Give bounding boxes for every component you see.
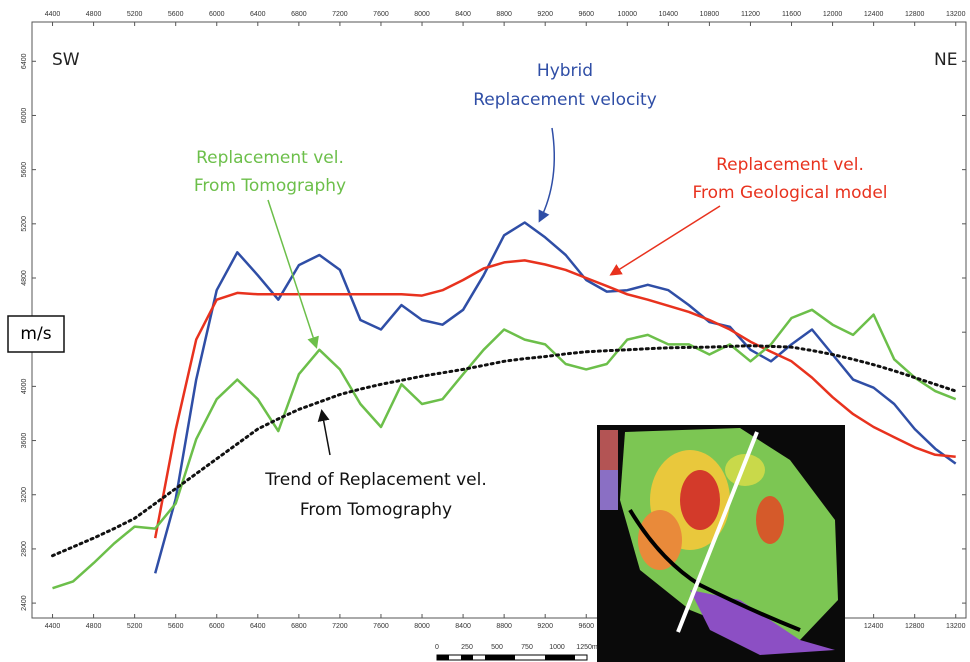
x-tick-label: 4800 xyxy=(86,623,102,630)
x-tick-label: 11200 xyxy=(741,11,760,18)
x-tick-label: 6400 xyxy=(250,623,266,630)
scale-label: 750 xyxy=(521,644,533,651)
arrow xyxy=(612,206,720,274)
annotation: Replacement vel. xyxy=(196,148,344,168)
chart: 4400 4400 4800 4800 5200 5200 5600 5600 6000 6000… xyxy=(0,0,970,662)
x-tick-label: 6000 xyxy=(209,11,225,18)
x-tick-label: 9600 xyxy=(578,11,594,18)
scale-label: 250 xyxy=(461,644,473,651)
x-tick-label: 6800 xyxy=(291,623,307,630)
x-tick-label: 7600 xyxy=(373,623,389,630)
y-axis-label: m/s xyxy=(20,324,51,344)
annotation: Replacement vel. xyxy=(716,155,864,175)
x-tick-label: 10400 xyxy=(659,11,679,18)
x-tick-label: 13200 xyxy=(946,11,966,18)
annotation: NE xyxy=(934,50,957,70)
x-tick-label: 12800 xyxy=(905,623,925,630)
x-tick-label: 5600 xyxy=(168,11,184,18)
x-tick-label: 12800 xyxy=(905,11,925,18)
y-tick-label: 5200 xyxy=(21,216,28,232)
y-tick-label: 6000 xyxy=(21,108,28,124)
x-tick-label: 8000 xyxy=(414,11,430,18)
y-tick-label: 4800 xyxy=(21,270,28,286)
annotation: SW xyxy=(52,50,80,70)
x-tick-label: 6800 xyxy=(291,11,307,18)
annotation: Replacement velocity xyxy=(473,90,657,110)
x-tick-label: 9600 xyxy=(578,623,594,630)
x-tick-label: 6000 xyxy=(209,623,225,630)
annotation: From Geological model xyxy=(692,183,887,203)
annotation: From Tomography xyxy=(194,176,346,196)
x-tick-label: 7200 xyxy=(332,623,348,630)
x-tick-label: 6400 xyxy=(250,11,266,18)
y-tick-label: 5600 xyxy=(21,162,28,178)
x-tick-label: 4400 xyxy=(45,623,61,630)
y-tick-label: 4000 xyxy=(21,378,28,394)
x-tick-label: 10800 xyxy=(700,11,720,18)
x-tick-label: 5600 xyxy=(168,623,184,630)
x-tick-label: 12000 xyxy=(823,11,843,18)
arrow xyxy=(540,128,554,220)
y-tick-label: 6400 xyxy=(21,53,28,69)
annotation: Trend of Replacement vel. xyxy=(264,470,486,490)
x-tick-label: 12400 xyxy=(864,623,884,630)
arrow xyxy=(268,200,316,346)
x-tick-label: 5200 xyxy=(127,623,143,630)
x-tick-label: 7200 xyxy=(332,11,348,18)
y-tick-label: 3200 xyxy=(21,487,28,503)
x-tick-label: 8800 xyxy=(496,623,512,630)
annotation: From Tomography xyxy=(300,500,452,520)
scale-label: 500 xyxy=(491,644,503,651)
arrow xyxy=(322,412,330,455)
scale-label: 0 xyxy=(435,644,439,651)
x-tick-label: 9200 xyxy=(537,11,553,18)
scale-bar xyxy=(437,655,587,660)
annotation: Hybrid xyxy=(537,61,593,81)
x-tick-label: 8400 xyxy=(455,623,471,630)
x-tick-label: 10000 xyxy=(618,11,638,18)
x-tick-label: 11600 xyxy=(782,11,801,18)
x-tick-label: 9200 xyxy=(537,623,553,630)
x-tick-label: 4800 xyxy=(86,11,102,18)
y-tick-label: 3600 xyxy=(21,433,28,449)
y-tick-label: 2400 xyxy=(21,595,28,611)
y-tick-label: 2800 xyxy=(21,541,28,557)
x-tick-label: 4400 xyxy=(45,11,61,18)
x-tick-label: 5200 xyxy=(127,11,143,18)
x-tick-label: 7600 xyxy=(373,11,389,18)
x-tick-label: 8400 xyxy=(455,11,471,18)
x-tick-label: 8800 xyxy=(496,11,512,18)
scale-label: 1000 xyxy=(549,644,565,651)
inset-map xyxy=(597,425,845,662)
x-tick-label: 13200 xyxy=(946,623,966,630)
x-tick-label: 8000 xyxy=(414,623,430,630)
scale-label: 1250m xyxy=(576,644,598,651)
x-tick-label: 12400 xyxy=(864,11,884,18)
